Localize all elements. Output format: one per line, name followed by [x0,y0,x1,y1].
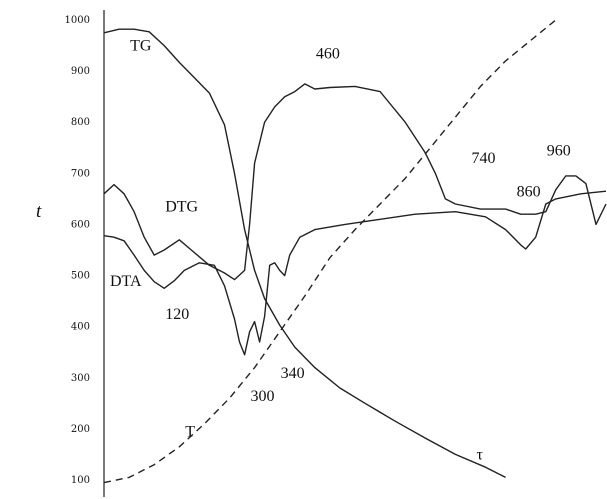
annotation-label: 960 [547,142,571,159]
y-tick-label: 200 [71,424,90,435]
y-tick-label: 600 [71,219,90,230]
y-tick-label: 1000 [65,15,90,26]
y-axis-label: t [36,201,42,222]
annotation-label: 740 [471,150,495,167]
annotation-label: 860 [517,183,541,200]
series-tg-line [103,28,506,479]
y-tick-label: 900 [71,66,90,77]
annotation-label: τ [476,447,483,464]
annotation-label: 460 [316,45,340,62]
annotation-group: TG DTG DTA 120 460 340 300 T 740 860 960 τ [110,38,571,464]
y-tick-labels: 100 200 300 400 500 600 700 800 900 1000 [65,15,90,486]
y-tick-label: 400 [71,322,90,333]
annotation-label: 340 [281,365,305,382]
y-tick-label: 300 [71,373,90,384]
series-dtg-line [103,83,607,281]
y-tick-label: 500 [71,271,90,282]
annotation-label: DTA [110,273,142,290]
annotation-label: TG [130,38,152,55]
series-t-line [103,19,557,484]
annotation-label: 300 [251,388,275,405]
y-tick-label: 100 [71,475,90,486]
annotation-label: 120 [165,306,189,323]
series-dta-line [103,190,607,356]
annotation-label: DTG [165,199,198,216]
y-tick-label: 700 [71,168,90,179]
y-tick-label: 800 [71,117,90,128]
annotation-label: T [185,424,195,441]
series-group [103,19,607,484]
